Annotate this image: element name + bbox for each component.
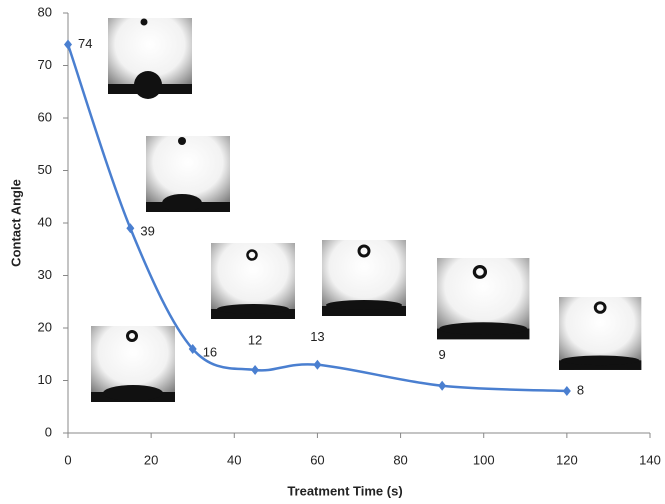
chart: Treatment Time (s) Contact Angle 0 10 20 30… — [0, 0, 665, 504]
x-tick-label: 140 — [639, 452, 661, 467]
marker — [563, 386, 571, 396]
x-tick-label: 80 — [393, 452, 407, 467]
droplet-image — [437, 258, 529, 339]
marker — [126, 223, 134, 233]
y-tick-label: 40 — [38, 214, 52, 229]
droplet-insets — [91, 18, 641, 402]
x-tick-label: 100 — [473, 452, 495, 467]
x-tick-label: 120 — [556, 452, 578, 467]
y-tick-label: 60 — [38, 109, 52, 124]
x-axis-title: Treatment Time (s) — [287, 483, 402, 498]
data-label: 74 — [78, 36, 92, 51]
x-tick-label: 20 — [144, 452, 158, 467]
data-label: 39 — [140, 224, 154, 239]
droplet-image — [559, 297, 641, 370]
data-label: 13 — [310, 329, 324, 344]
droplet-image — [108, 18, 192, 99]
data-label: 9 — [439, 347, 446, 362]
marker — [64, 40, 72, 50]
x-tick-label: 40 — [227, 452, 241, 467]
data-label: 12 — [248, 332, 262, 347]
marker — [313, 360, 321, 370]
y-tick-label: 80 — [38, 4, 52, 19]
y-tick-label: 0 — [45, 424, 52, 439]
x-tick-label: 60 — [310, 452, 324, 467]
y-tick-label: 10 — [38, 372, 52, 387]
droplet-image — [211, 243, 295, 319]
marker — [438, 381, 446, 391]
droplet-image — [146, 136, 230, 212]
droplet-image — [91, 326, 175, 402]
y-tick-label: 30 — [38, 267, 52, 282]
y-tick-label: 50 — [38, 162, 52, 177]
data-label: 16 — [203, 344, 217, 359]
y-tick-label: 70 — [38, 57, 52, 72]
data-label: 8 — [577, 382, 584, 397]
y-tick-label: 20 — [38, 319, 52, 334]
droplet-image — [322, 240, 406, 316]
x-tick-label: 0 — [64, 452, 71, 467]
marker — [251, 365, 259, 375]
y-axis-title: Contact Angle — [8, 179, 23, 267]
